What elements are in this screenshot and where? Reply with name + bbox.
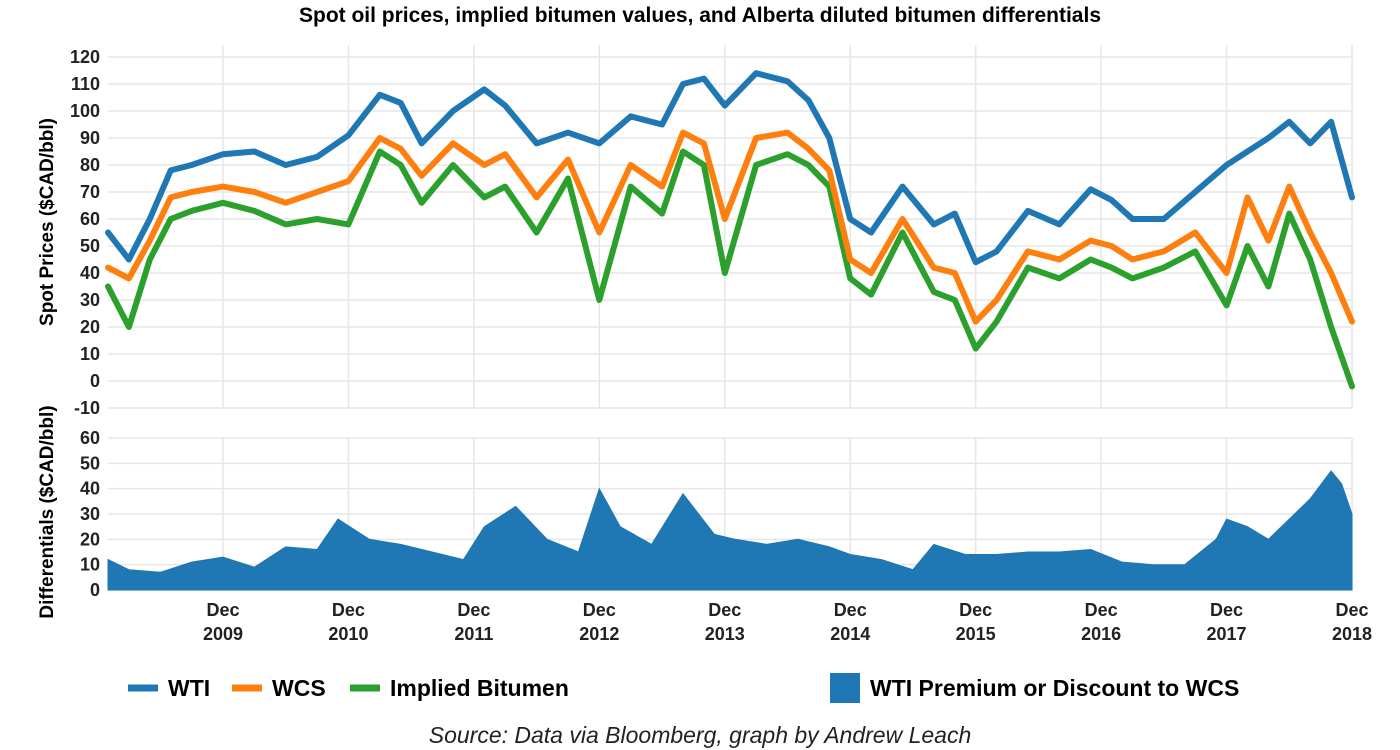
x-tick-year: 2012: [579, 624, 619, 644]
top-y-tick-label: 90: [80, 128, 100, 148]
top-y-tick-label: -10: [74, 398, 100, 418]
bottom-y-tick-label: 10: [80, 555, 100, 575]
top-panel-grid: [108, 45, 1353, 409]
top-y-tick-label: 0: [90, 371, 100, 391]
legend: WTI WCS Implied Bitumen WTI Premium or Disc…: [128, 673, 1239, 703]
top-y-tick-labels: -10 0 10 20 30 40 50 60 70 80 90 100 110 120: [70, 47, 100, 418]
top-y-axis-title: Spot Prices ($CAD/bbl): [37, 118, 58, 326]
x-tick-year: 2017: [1207, 624, 1247, 644]
legend-label-wcs: WCS: [272, 675, 326, 701]
x-tick-year: 2015: [956, 624, 996, 644]
x-tick-month: Dec: [1335, 600, 1368, 620]
series-line-wti: [105, 70, 1355, 266]
x-tick-month: Dec: [1085, 600, 1118, 620]
x-tick-year: 2010: [328, 624, 368, 644]
bottom-y-tick-label: 0: [90, 580, 100, 600]
x-tick-year: 2009: [203, 624, 243, 644]
bottom-y-tick-label: 30: [80, 504, 100, 524]
x-tick-year: 2018: [1332, 624, 1372, 644]
x-tick-month: Dec: [1210, 600, 1243, 620]
series-line-implied-bitumen: [105, 148, 1355, 390]
x-tick-year: 2016: [1081, 624, 1121, 644]
bottom-y-tick-labels: 0 10 20 30 40 50 60: [80, 428, 100, 600]
top-y-tick-label: 40: [80, 263, 100, 283]
x-tick-month: Dec: [708, 600, 741, 620]
differential-area-layer: [107, 470, 1353, 591]
bottom-y-tick-label: 60: [80, 428, 100, 448]
bottom-y-tick-label: 20: [80, 529, 100, 549]
bottom-y-axis-title: Differentials ($CAD/bbl): [37, 405, 58, 618]
legend-label-wti-premium-or-discount-to-wcs: WTI Premium or Discount to WCS: [870, 675, 1239, 701]
x-tick-month: Dec: [457, 600, 490, 620]
oil-price-chart: -10 0 10 20 30 40 50 60 70 80 90 100 110 120 0 10 20 30 4…: [37, 45, 1372, 703]
top-y-tick-label: 110: [71, 74, 100, 94]
x-tick-year: 2013: [705, 624, 745, 644]
series-line-wcs: [105, 129, 1355, 325]
legend-label-implied-bitumen: Implied Bitumen: [390, 675, 569, 701]
top-y-tick-label: 80: [80, 155, 100, 175]
top-y-tick-label: 20: [80, 317, 100, 337]
x-tick-month: Dec: [206, 600, 239, 620]
differential-area: [107, 470, 1353, 591]
legend-label-wti: WTI: [168, 675, 210, 701]
top-y-tick-label: 10: [80, 344, 100, 364]
x-tick-month: Dec: [332, 600, 365, 620]
top-y-tick-label: 100: [70, 101, 100, 121]
bottom-y-tick-label: 50: [80, 453, 100, 473]
chart-title: Spot oil prices, implied bitumen values,…: [298, 4, 1101, 27]
x-tick-year: 2011: [454, 624, 493, 644]
legend-swatch-wti-premium-or-discount-to-wcs: [830, 673, 860, 703]
x-tick-month: Dec: [834, 600, 867, 620]
top-y-tick-label: 60: [80, 209, 100, 229]
top-y-tick-label: 50: [80, 236, 100, 256]
source-note: Source: Data via Bloomberg, graph by And…: [428, 722, 972, 748]
top-y-tick-label: 120: [70, 47, 100, 67]
bottom-y-tick-label: 40: [80, 479, 100, 499]
top-y-tick-label: 30: [80, 290, 100, 310]
x-tick-year: 2014: [830, 624, 870, 644]
x-tick-month: Dec: [959, 600, 992, 620]
x-tick-labels: Dec 2009 Dec 2010 Dec 2011 Dec 2012 Dec 2013 Dec 20…: [203, 600, 1372, 644]
x-tick-month: Dec: [583, 600, 616, 620]
price-lines-layer: [105, 70, 1355, 390]
top-y-tick-label: 70: [80, 182, 100, 202]
